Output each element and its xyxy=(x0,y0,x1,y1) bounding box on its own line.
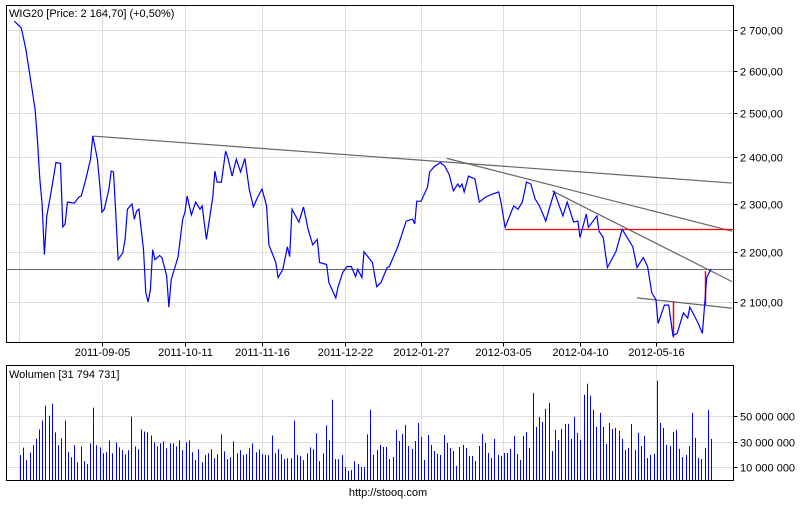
price-y-axis: 2 700,00 2 600,00 2 500,00 2 400,00 2 300,00… xyxy=(733,26,783,310)
price-line xyxy=(13,20,712,337)
price-panel-title: WIG20 [Price: 2 164,70] (+0,50%) xyxy=(9,8,174,20)
price-annotations xyxy=(6,135,734,338)
volume-panel-title: Wolumen [31 794 731] xyxy=(9,369,119,381)
y-tick-label: 2 600,00 xyxy=(740,67,783,79)
date-axis: 2011-09-05 2011-10-11 2011-11-16 2011-12-22… xyxy=(75,342,685,359)
y-tick-label: 50 000 000 xyxy=(740,412,795,424)
x-tick-label: 2011-10-11 xyxy=(158,347,213,359)
y-tick-label: 2 500,00 xyxy=(740,109,783,121)
trendline[interactable] xyxy=(551,190,733,283)
trendline[interactable] xyxy=(636,297,733,309)
y-tick-label: 30 000 000 xyxy=(740,438,795,450)
trendline[interactable] xyxy=(92,135,733,184)
volume-bars xyxy=(20,380,712,480)
x-tick-label: 2011-09-05 xyxy=(75,347,130,359)
y-tick-label: 2 700,00 xyxy=(740,26,783,38)
trendline[interactable] xyxy=(446,157,733,232)
x-tick-label: 2012-04-10 xyxy=(552,347,608,359)
volume-panel-frame xyxy=(6,365,734,481)
price-panel-frame xyxy=(6,5,734,343)
volume-title-bg xyxy=(8,367,126,381)
price-grid xyxy=(6,5,734,343)
x-tick-label: 2011-11-16 xyxy=(235,347,290,359)
y-tick-label: 2 300,00 xyxy=(740,200,783,212)
x-tick-label: 2012-05-16 xyxy=(628,347,684,359)
x-tick-label: 2012-03-05 xyxy=(475,347,531,359)
x-tick-label: 2011-12-22 xyxy=(318,347,373,359)
source-link[interactable]: http://stooq.com xyxy=(349,487,427,499)
volume-panel: Wolumen [31 794 731] 50 000 000 30 000 00… xyxy=(6,365,795,481)
y-tick-label: 2 100,00 xyxy=(740,298,783,310)
volume-y-axis: 50 000 000 30 000 000 10 000 000 xyxy=(733,412,795,475)
price-panel: WIG20 [Price: 2 164,70] (+0,50%) 2 700,0… xyxy=(6,5,783,359)
y-tick-label: 2 400,00 xyxy=(740,153,783,165)
y-tick-label: 10 000 000 xyxy=(740,463,795,475)
x-tick-label: 2012-01-27 xyxy=(393,347,449,359)
y-tick-label: 2 200,00 xyxy=(740,248,783,260)
